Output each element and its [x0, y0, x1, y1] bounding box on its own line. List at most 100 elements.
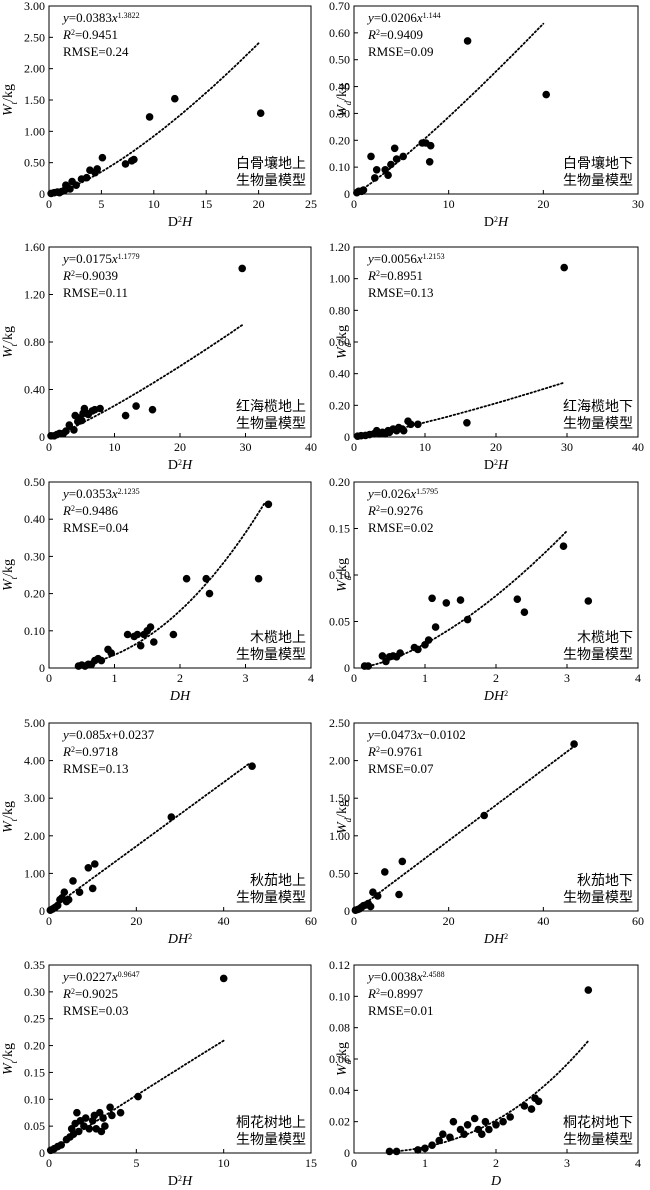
data-point [75, 888, 84, 896]
data-point [520, 608, 529, 616]
data-point [442, 599, 451, 607]
data-point [148, 405, 157, 414]
x-tick-label: 60 [632, 914, 644, 928]
data-point [74, 1127, 83, 1136]
data-point [366, 902, 375, 911]
y-tick-label: 0.50 [329, 866, 350, 880]
r-squared-text: R2=0.9039 [62, 268, 118, 283]
y-tick-label: 0.40 [24, 512, 45, 526]
fit-curve [77, 501, 267, 667]
y-tick-label: 0.70 [329, 0, 350, 13]
data-point [584, 597, 593, 605]
data-point [238, 264, 246, 273]
data-point [478, 1130, 486, 1138]
r-squared-text: R2=0.8951 [367, 268, 423, 283]
data-point [399, 152, 408, 161]
x-tick-label: 3 [564, 671, 570, 685]
data-point [385, 1147, 394, 1156]
data-point [371, 174, 379, 182]
panel-label: 生物量模型 [236, 647, 306, 663]
x-axis-label: DH2 [483, 932, 508, 948]
x-axis-label: D2H [168, 215, 193, 231]
r-squared-text: R2=0.9486 [62, 503, 119, 518]
data-point [463, 37, 472, 45]
x-tick-label: 0 [351, 671, 357, 685]
x-tick-label: 2 [493, 671, 499, 685]
x-tick-label: 1 [112, 671, 118, 685]
panel-label: 生物量模型 [563, 416, 633, 432]
data-point [219, 974, 228, 983]
y-tick-label: 3.00 [24, 791, 45, 805]
x-tick-label: 20 [490, 440, 502, 454]
r-squared-text: R2=0.9718 [62, 744, 118, 759]
x-tick-label: 3 [564, 1156, 570, 1170]
equation-text: y=0.026x1.5795 [366, 486, 438, 501]
y-tick-label: 1.00 [329, 829, 350, 843]
data-point [396, 649, 404, 657]
data-point [254, 574, 263, 583]
x-tick-label: 10 [148, 197, 160, 211]
data-point [367, 152, 375, 161]
chart-panel-6: 0 1 2 3 4 0 0.05 0.10 0.15 0.20 DH2 Wd/kg y=0.026x1.… [329, 475, 641, 704]
plot-frame [48, 722, 312, 912]
y-tick-label: 0.40 [329, 367, 350, 381]
data-point [492, 1121, 500, 1129]
data-point [98, 153, 107, 162]
equation-text: y=0.0206x1.144 [366, 10, 441, 25]
r-squared-text: R2=0.9451 [62, 27, 118, 42]
data-point [381, 868, 389, 876]
data-point [570, 740, 578, 748]
x-axis-label: DH2 [483, 689, 508, 705]
rmse-text: RMSE=0.11 [63, 285, 128, 300]
y-tick-label: 2.00 [329, 754, 350, 768]
x-tick-label: 20 [537, 197, 549, 211]
x-axis-label: D2H [168, 1174, 193, 1190]
r-squared-text: R2=0.8997 [367, 986, 424, 1001]
rmse-text: RMSE=0.13 [63, 761, 128, 776]
x-axis-label: D2H [168, 458, 193, 474]
y-tick-label: 0.30 [24, 985, 45, 999]
data-point [384, 171, 392, 179]
r-squared-text: R2=0.9025 [62, 986, 118, 1001]
x-tick-label: 10 [443, 197, 455, 211]
rmse-text: RMSE=0.13 [368, 285, 433, 300]
y-tick-label: 0.06 [329, 1052, 350, 1066]
fit-curve [363, 530, 568, 668]
equation-text: y=0.0056x1.2153 [366, 251, 445, 266]
y-axis-label: Wd/kg [335, 558, 353, 592]
x-tick-label: 25 [305, 197, 317, 211]
rmse-text: RMSE=0.02 [368, 520, 433, 535]
panel-label: 生物量模型 [236, 416, 306, 432]
y-tick-label: 0.25 [24, 1012, 45, 1026]
y-tick-label: 2.00 [24, 62, 45, 76]
data-point [414, 420, 422, 429]
x-tick-label: 40 [632, 440, 644, 454]
x-tick-label: 30 [240, 440, 252, 454]
panel-label: 桐花树地上 [236, 1115, 306, 1131]
y-tick-label: 0.30 [329, 106, 350, 120]
data-point [167, 813, 176, 821]
equation-text: y=0.0175x1.1779 [61, 251, 140, 266]
data-point [506, 1113, 514, 1121]
y-tick-label: 1.50 [329, 791, 350, 805]
x-tick-label: 4 [635, 671, 641, 685]
panel-label: 红海榄地上 [236, 399, 306, 415]
equation-text: y=0.0227x0.9647 [61, 969, 140, 984]
x-tick-label: 4 [635, 1156, 641, 1170]
data-point [264, 500, 273, 509]
y-tick-label: 0.05 [24, 1119, 45, 1133]
panel-label: 生物量模型 [236, 173, 306, 189]
y-axis-label: Wt/kg [1, 801, 19, 833]
r-squared-text: R2=0.9409 [367, 27, 423, 42]
data-point [395, 890, 403, 899]
y-tick-label: 1.50 [24, 93, 45, 107]
chart-panel-4: 0 10 20 30 40 0 0.20 0.40 0.60 0.80 1.00 1.20 D2H Wd/… [329, 240, 644, 473]
data-point [70, 426, 78, 434]
fit-curve [355, 745, 575, 911]
y-tick-label: 0.50 [24, 475, 45, 489]
data-point [435, 1136, 444, 1145]
y-tick-label: 0.60 [329, 26, 350, 40]
y-tick-label: 1.20 [24, 288, 45, 302]
y-axis-label: Wt/kg [1, 84, 19, 116]
